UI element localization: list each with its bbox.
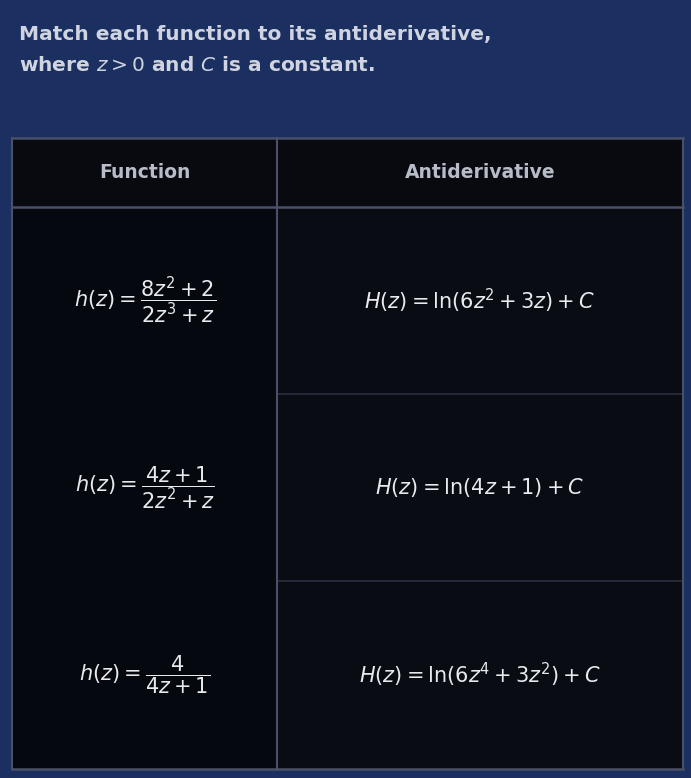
Text: $h(z) = \dfrac{4z + 1}{2z^2 + z}$: $h(z) = \dfrac{4z + 1}{2z^2 + z}$ xyxy=(75,464,215,511)
Bar xyxy=(12,207,277,769)
Text: $h(z) = \dfrac{8z^2 + 2}{2z^3 + z}$: $h(z) = \dfrac{8z^2 + 2}{2z^3 + z}$ xyxy=(74,275,216,326)
Text: Match each function to its antiderivative,: Match each function to its antiderivativ… xyxy=(19,25,492,44)
Bar xyxy=(12,138,683,769)
Text: Function: Function xyxy=(99,163,191,182)
Text: Antiderivative: Antiderivative xyxy=(405,163,556,182)
Text: $H(z) = \ln(6z^4 + 3z^2) + C$: $H(z) = \ln(6z^4 + 3z^2) + C$ xyxy=(359,661,601,689)
Text: $H(z) = \ln(4z + 1) + C$: $H(z) = \ln(4z + 1) + C$ xyxy=(375,476,585,499)
Text: $h(z) = \dfrac{4}{4z + 1}$: $h(z) = \dfrac{4}{4z + 1}$ xyxy=(79,654,211,696)
Bar xyxy=(12,138,683,207)
Bar xyxy=(277,207,683,769)
Text: where $z > 0$ and $C$ is a constant.: where $z > 0$ and $C$ is a constant. xyxy=(19,56,375,75)
Text: $H(z) = \ln(6z^2 + 3z) + C$: $H(z) = \ln(6z^2 + 3z) + C$ xyxy=(364,286,596,314)
